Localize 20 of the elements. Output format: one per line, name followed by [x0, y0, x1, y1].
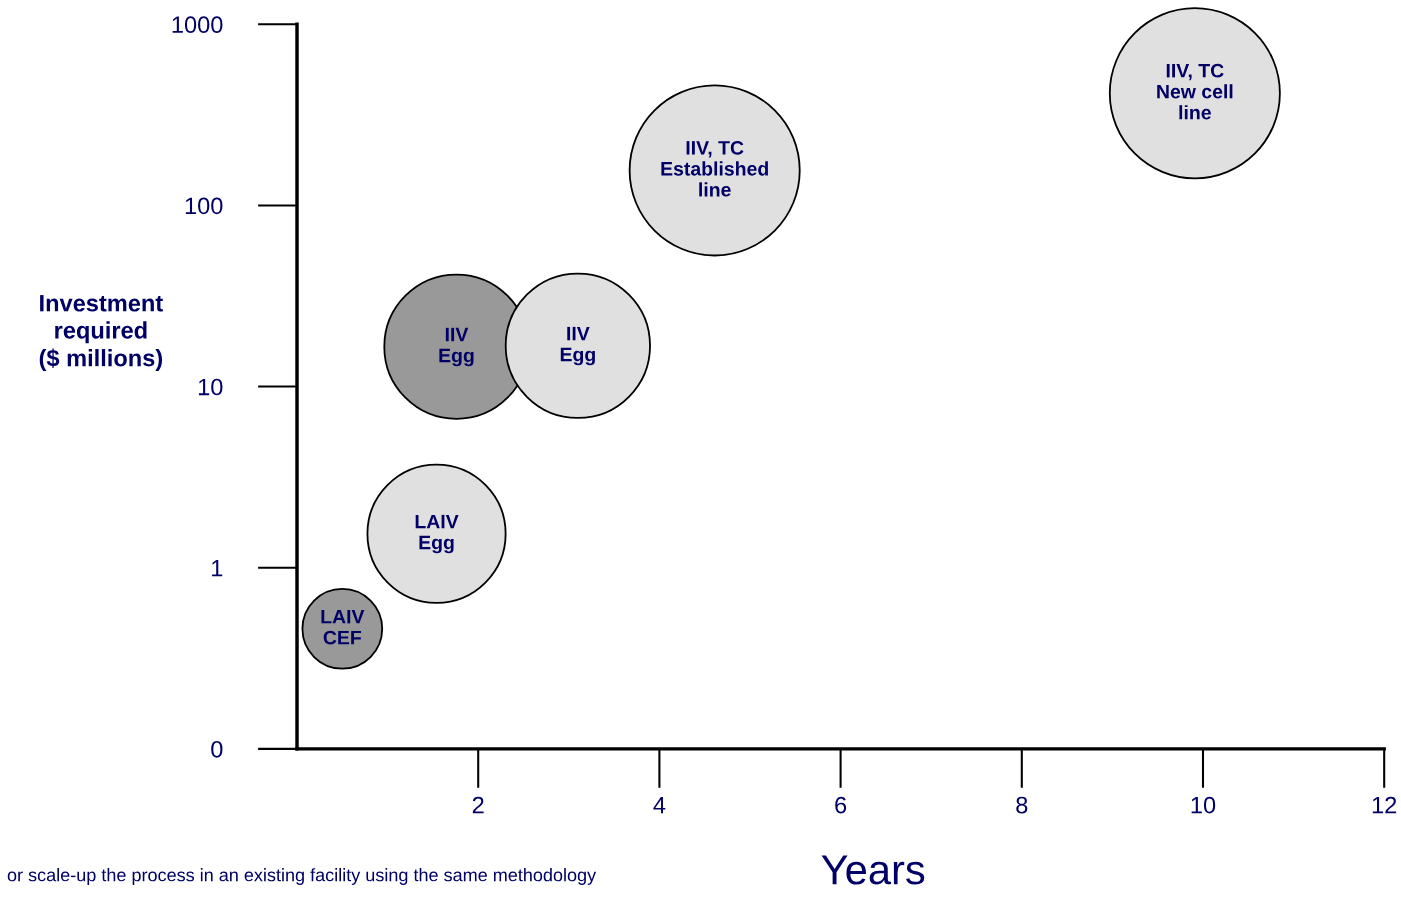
text: or scale-up the process in an existing facility using the same methodology: [7, 868, 597, 885]
x-axis-title: Years: [821, 855, 925, 885]
x-tick-label: 4: [653, 796, 666, 814]
annotation: IIV, TC New cell line: [1157, 63, 1233, 120]
y-tick-label: 100: [185, 197, 223, 215]
y-tick-label: 1000: [172, 16, 223, 34]
x-tick-label: 6: [835, 796, 847, 814]
annotation: LAIV CEF: [321, 609, 365, 645]
x-tick-label: 12: [1372, 796, 1397, 814]
annotation: IIV Egg: [439, 327, 474, 367]
x-tick-label: 10: [1191, 796, 1216, 814]
annotation: IIV, TC Established line: [661, 140, 768, 197]
annotation: IIV Egg: [560, 326, 595, 366]
annotation: LAIV Egg: [415, 514, 459, 554]
x-tick-label: 8: [1016, 796, 1028, 814]
y-tick-label: 1: [212, 560, 223, 577]
y-tick-label: 10: [198, 378, 223, 396]
y-tick-label: 0: [211, 740, 223, 758]
x-tick-label: 2: [472, 796, 484, 814]
y-axis-title: Investment required ($ millions): [39, 295, 163, 372]
